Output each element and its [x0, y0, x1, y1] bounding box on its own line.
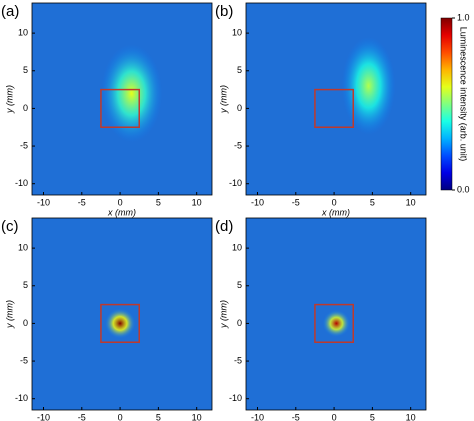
roi-box [314, 88, 354, 128]
x-tick-label: 0 [118, 412, 123, 421]
y-tick-label: 5 [237, 280, 242, 290]
y-tick-label: 10 [232, 27, 242, 37]
x-tick-label: 10 [406, 197, 416, 207]
x-tick-label: -10 [251, 412, 264, 421]
y-tick-label: -10 [229, 178, 242, 188]
x-tick-label: -5 [78, 197, 86, 207]
x-tick-label: -5 [292, 412, 300, 421]
heatmap-background [246, 3, 426, 195]
y-tick-label: 0 [237, 103, 242, 113]
y-tick-label: 5 [23, 65, 28, 75]
x-tick-label: 5 [156, 197, 161, 207]
y-tick-label: 0 [23, 318, 28, 328]
x-tick-label: 0 [332, 412, 337, 421]
roi-box [314, 303, 354, 343]
y-tick-label: -5 [234, 355, 242, 365]
colorbar-tick-label: 1.0 [457, 12, 470, 22]
y-tick-label: 5 [237, 65, 242, 75]
x-tick-label: 10 [192, 197, 202, 207]
roi-box [100, 303, 140, 343]
y-tick-label: -10 [229, 393, 242, 403]
roi-box [100, 88, 140, 128]
panel-label: (b) [215, 3, 233, 20]
y-tick-label: 0 [237, 318, 242, 328]
y-tick-label: 10 [232, 242, 242, 252]
panel-label: (c) [1, 218, 19, 235]
x-tick-label: 0 [118, 197, 123, 207]
y-tick-label: 5 [23, 280, 28, 290]
y-tick-label: -10 [15, 393, 28, 403]
x-tick-label: 10 [192, 412, 202, 421]
x-tick-label: 0 [332, 197, 337, 207]
y-axis-label: y (mm) [218, 85, 228, 114]
x-axis-label: x (mm) [107, 207, 136, 217]
x-tick-label: 5 [156, 412, 161, 421]
x-tick-label: -5 [292, 197, 300, 207]
x-tick-label: -5 [78, 412, 86, 421]
y-tick-label: 10 [18, 27, 28, 37]
y-tick-label: -10 [15, 178, 28, 188]
x-tick-label: 5 [370, 412, 375, 421]
colorbar [440, 17, 453, 191]
colorbar-tick-label: 0.0 [457, 184, 470, 194]
x-tick-label: 10 [406, 412, 416, 421]
y-tick-label: -5 [20, 140, 28, 150]
plot-frame [245, 217, 427, 411]
x-axis-label: x (mm) [321, 207, 350, 217]
y-axis-label: y (mm) [4, 300, 14, 329]
panel-label: (d) [215, 218, 233, 235]
y-axis-label: y (mm) [4, 85, 14, 114]
plot-frame [245, 2, 427, 196]
y-tick-label: -5 [234, 140, 242, 150]
colorbar-label: Luminescence intensity (arb. unit) [459, 27, 469, 162]
plot-frame [31, 2, 213, 196]
y-axis-label: y (mm) [218, 300, 228, 329]
y-tick-label: 10 [18, 242, 28, 252]
panel-label: (a) [1, 3, 19, 20]
x-tick-label: -10 [37, 412, 50, 421]
x-tick-label: -10 [37, 197, 50, 207]
x-tick-label: -10 [251, 197, 264, 207]
emission-spot [322, 309, 351, 337]
y-tick-label: 0 [23, 103, 28, 113]
plot-frame [31, 217, 213, 411]
emission-spot [104, 308, 136, 339]
x-tick-label: 5 [370, 197, 375, 207]
emission-spot [341, 36, 396, 135]
y-tick-label: -5 [20, 355, 28, 365]
emission-spot [100, 44, 163, 143]
